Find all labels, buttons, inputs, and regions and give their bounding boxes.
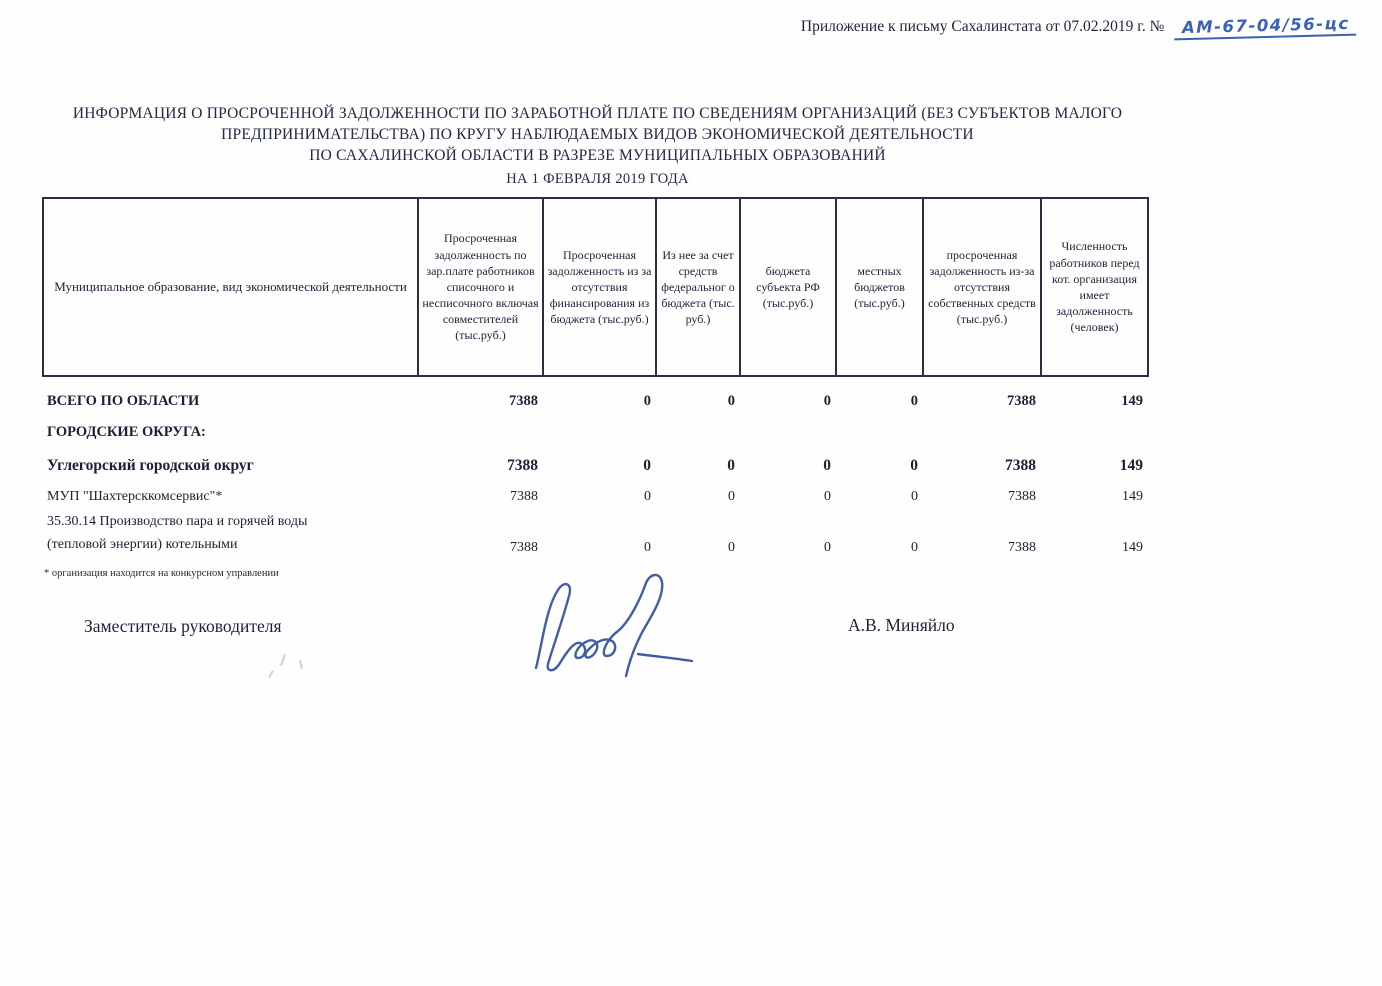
col-header-employee-count: Численность работников перед кот. органи…: [1040, 197, 1149, 377]
table-row-city-districts-heading: ГОРОДСКИЕ ОКРУГА:: [43, 413, 1148, 444]
col-header-own-funds-debt: просроченная задолженность из-за отсутст…: [922, 197, 1042, 377]
row-value: [1041, 413, 1148, 444]
col-header-federal-budget: Из нее за счет средств федеральног о бюд…: [655, 197, 741, 377]
row-value: 0: [728, 540, 735, 556]
row-name: МУП "Шахтерсккомсервис"*: [47, 489, 223, 504]
col-header-municipality: Муниципальное образование, вид экономиче…: [42, 197, 419, 377]
report-date-line: НА 1 ФЕВРАЛЯ 2019 ГОДА: [506, 171, 689, 187]
row-value: 0: [911, 489, 918, 504]
row-value: [740, 413, 836, 444]
row-value: 7388: [510, 489, 538, 504]
row-name: ГОРОДСКИЕ ОКРУГА:: [47, 424, 206, 440]
row-value: [923, 413, 1041, 444]
row-value: 149: [1122, 540, 1143, 556]
row-value: 0: [643, 393, 651, 409]
debt-table-wrapper: Муниципальное образование, вид экономиче…: [42, 197, 1149, 559]
row-value: 0: [911, 540, 918, 556]
row-value: [836, 413, 923, 444]
handwritten-letter-number: АМ-67-04/56-цс: [1174, 13, 1357, 41]
title-line-1: ИНФОРМАЦИЯ О ПРОСРОЧЕННОЙ ЗАДОЛЖЕННОСТИ …: [72, 105, 1123, 122]
signer-name: А.В. Миняйло: [848, 615, 955, 635]
row-name: Углегорский городской округ: [47, 457, 254, 474]
row-value: 0: [910, 393, 918, 409]
row-value: 0: [643, 457, 651, 474]
row-value: 7388: [1008, 540, 1036, 556]
footnote: * организация находится на конкурсном уп…: [44, 568, 279, 579]
row-value: 7388: [1007, 393, 1036, 409]
handwritten-signature: [534, 573, 694, 678]
table-row-steam-hot-water-production: 35.30.14 Производство пара и горячей вод…: [43, 508, 1148, 559]
row-value: 7388: [507, 457, 538, 474]
row-value: 0: [823, 457, 831, 474]
row-value: 0: [824, 540, 831, 556]
row-value: [418, 413, 543, 444]
row-name: ВСЕГО ПО ОБЛАСТИ: [47, 393, 200, 409]
row-value: 7388: [1008, 489, 1036, 504]
row-value: [656, 413, 740, 444]
row-value: 149: [1121, 393, 1143, 409]
table-row-mup-shakhterskkomservis: МУП "Шахтерсккомсервис"* 7388 0 0 0 0 73…: [43, 478, 1148, 508]
title-line-3: ПО САХАЛИНСКОЙ ОБЛАСТИ В РАЗРЕЗЕ МУНИЦИП…: [309, 147, 886, 164]
col-header-local-budgets: местных бюджетов (тыс.руб.): [835, 197, 924, 377]
col-header-total-debt: Просроченная задолженность по зар.плате …: [417, 197, 544, 377]
table-row-total-region: ВСЕГО ПО ОБЛАСТИ 7388 0 0 0 0 7388 149: [43, 376, 1148, 413]
document-title: ИНФОРМАЦИЯ О ПРОСРОЧЕННОЙ ЗАДОЛЖЕННОСТИ …: [40, 103, 1155, 166]
row-value: 149: [1119, 457, 1143, 474]
row-value: 7388: [510, 540, 538, 556]
title-line-2: ПРЕДПРИНИМАТЕЛЬСТВА) ПО КРУГУ НАБЛЮДАЕМЫ…: [221, 126, 974, 143]
pencil-smudge: [266, 652, 312, 682]
row-value: 0: [728, 489, 735, 504]
row-value: 7388: [1005, 457, 1036, 474]
row-value: 0: [727, 457, 735, 474]
row-value: 149: [1122, 489, 1143, 504]
row-value: 0: [910, 457, 918, 474]
row-value: 0: [644, 540, 651, 556]
col-header-budget-underfunding-debt: Просроченная задолженность из за отсутст…: [542, 197, 657, 377]
row-value: 0: [824, 489, 831, 504]
row-value: 0: [727, 393, 735, 409]
signer-position-title: Заместитель руководителя: [84, 616, 282, 636]
col-header-rf-subject-budget: бюджета субъекта РФ (тыс.руб.): [739, 197, 837, 377]
header-note: Приложение к письму Сахалинстата от 07.0…: [800, 13, 1357, 41]
table-header-row: Муниципальное образование, вид экономиче…: [42, 197, 1149, 377]
row-value: 7388: [509, 393, 538, 409]
row-value: 0: [823, 393, 831, 409]
debt-table: Муниципальное образование, вид экономиче…: [42, 197, 1149, 559]
row-name: 35.30.14 Производство пара и горячей вод…: [43, 508, 418, 559]
row-value: 0: [644, 489, 651, 504]
table-row-uglegorsk-district: Углегорский городской округ 7388 0 0 0 0…: [43, 444, 1148, 478]
row-name-text: 35.30.14 Производство пара и горячей вод…: [47, 514, 308, 553]
row-value: [543, 413, 656, 444]
header-note-printed: Приложение к письму Сахалинстата от 07.0…: [800, 18, 1165, 35]
